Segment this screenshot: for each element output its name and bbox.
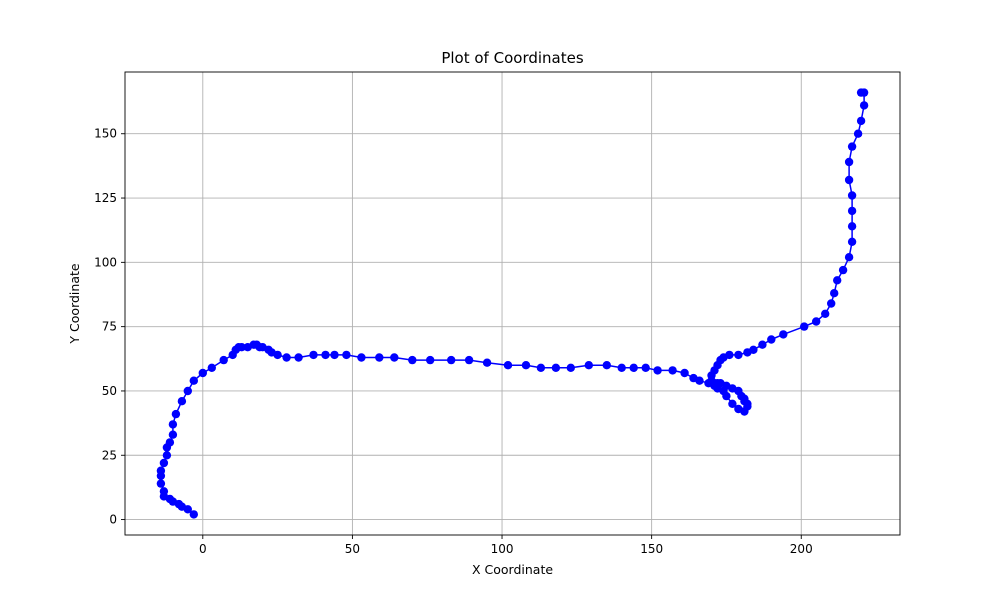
data-point	[219, 355, 228, 365]
data-point	[273, 350, 282, 360]
data-point	[309, 350, 318, 360]
data-point	[584, 361, 593, 370]
data-point	[566, 363, 575, 372]
data-point	[629, 363, 638, 372]
x-tick-label: 50	[345, 542, 360, 556]
y-tick-label: 50	[102, 384, 117, 398]
data-point	[844, 253, 854, 262]
tick-marks	[121, 133, 802, 539]
x-axis-title: X Coordinate	[472, 562, 553, 577]
data-point	[725, 350, 734, 360]
data-point	[165, 438, 175, 447]
data-point	[189, 510, 198, 519]
series-line	[160, 91, 865, 515]
data-point	[653, 366, 662, 375]
data-point	[847, 206, 857, 216]
data-point	[183, 386, 192, 396]
data-point	[198, 368, 207, 378]
data-point	[838, 265, 848, 275]
data-point	[734, 404, 743, 414]
data-point	[844, 157, 854, 167]
data-point	[171, 409, 181, 419]
data-point	[536, 363, 546, 372]
data-point	[695, 376, 704, 385]
tick-labels: 0 50 100 150 200 0 25 50 75 100 125 150	[94, 127, 813, 556]
y-tick-label: 0	[109, 513, 117, 527]
data-point	[830, 289, 839, 298]
data-point	[728, 399, 737, 408]
data-point	[856, 116, 866, 126]
data-point	[734, 350, 743, 360]
data-point	[833, 276, 842, 285]
data-point	[844, 175, 854, 185]
data-point	[847, 237, 857, 246]
chart-title: Plot of Coordinates	[441, 49, 583, 67]
data-point	[177, 397, 187, 406]
data-point	[282, 353, 291, 362]
data-point	[551, 363, 561, 372]
data-point	[521, 361, 531, 370]
y-tick-label: 150	[94, 127, 117, 141]
data-point	[237, 343, 246, 352]
data-point	[159, 487, 169, 496]
data-point	[779, 330, 788, 339]
data-point	[859, 101, 869, 110]
data-point	[853, 129, 863, 138]
data-point	[464, 355, 474, 365]
data-point	[758, 340, 767, 349]
data-point	[749, 345, 758, 354]
data-point	[168, 430, 178, 439]
y-tick-label: 25	[102, 448, 117, 462]
data-point	[641, 363, 650, 372]
y-tick-label: 75	[102, 320, 117, 334]
x-tick-label: 0	[199, 542, 207, 556]
y-tick-label: 100	[94, 255, 117, 269]
data-point	[330, 350, 339, 360]
axes-frame	[124, 71, 901, 536]
data-point	[189, 376, 198, 385]
data-point	[390, 353, 399, 362]
y-axis-title: Y Coordinate	[67, 263, 82, 344]
x-tick-label: 100	[491, 542, 514, 556]
data-point	[447, 355, 456, 365]
data-point	[207, 363, 216, 372]
data-point	[357, 353, 366, 362]
x-tick-label: 200	[790, 542, 813, 556]
data-point	[426, 355, 435, 365]
data-point	[827, 299, 836, 308]
series-layer	[156, 88, 869, 519]
data-point	[375, 353, 384, 362]
data-point	[602, 361, 611, 370]
data-point	[408, 355, 417, 365]
data-point	[342, 350, 351, 360]
data-point	[680, 368, 689, 378]
data-point	[168, 420, 178, 429]
data-point	[668, 366, 677, 375]
data-point	[767, 335, 776, 344]
data-point	[617, 363, 626, 372]
data-point	[162, 451, 172, 460]
data-point	[294, 353, 303, 362]
data-point	[156, 466, 166, 475]
data-point	[159, 458, 169, 468]
data-point	[856, 88, 866, 97]
grid-lines	[125, 72, 900, 535]
data-point	[821, 309, 830, 318]
data-point	[482, 358, 492, 367]
x-tick-label: 150	[640, 542, 663, 556]
data-point	[812, 317, 821, 326]
data-point	[847, 191, 857, 200]
data-point	[156, 479, 166, 488]
data-point	[847, 142, 857, 151]
data-point	[847, 222, 857, 231]
y-tick-label: 125	[94, 191, 117, 205]
data-point	[503, 361, 513, 370]
data-point	[321, 350, 330, 360]
data-point	[800, 322, 809, 331]
